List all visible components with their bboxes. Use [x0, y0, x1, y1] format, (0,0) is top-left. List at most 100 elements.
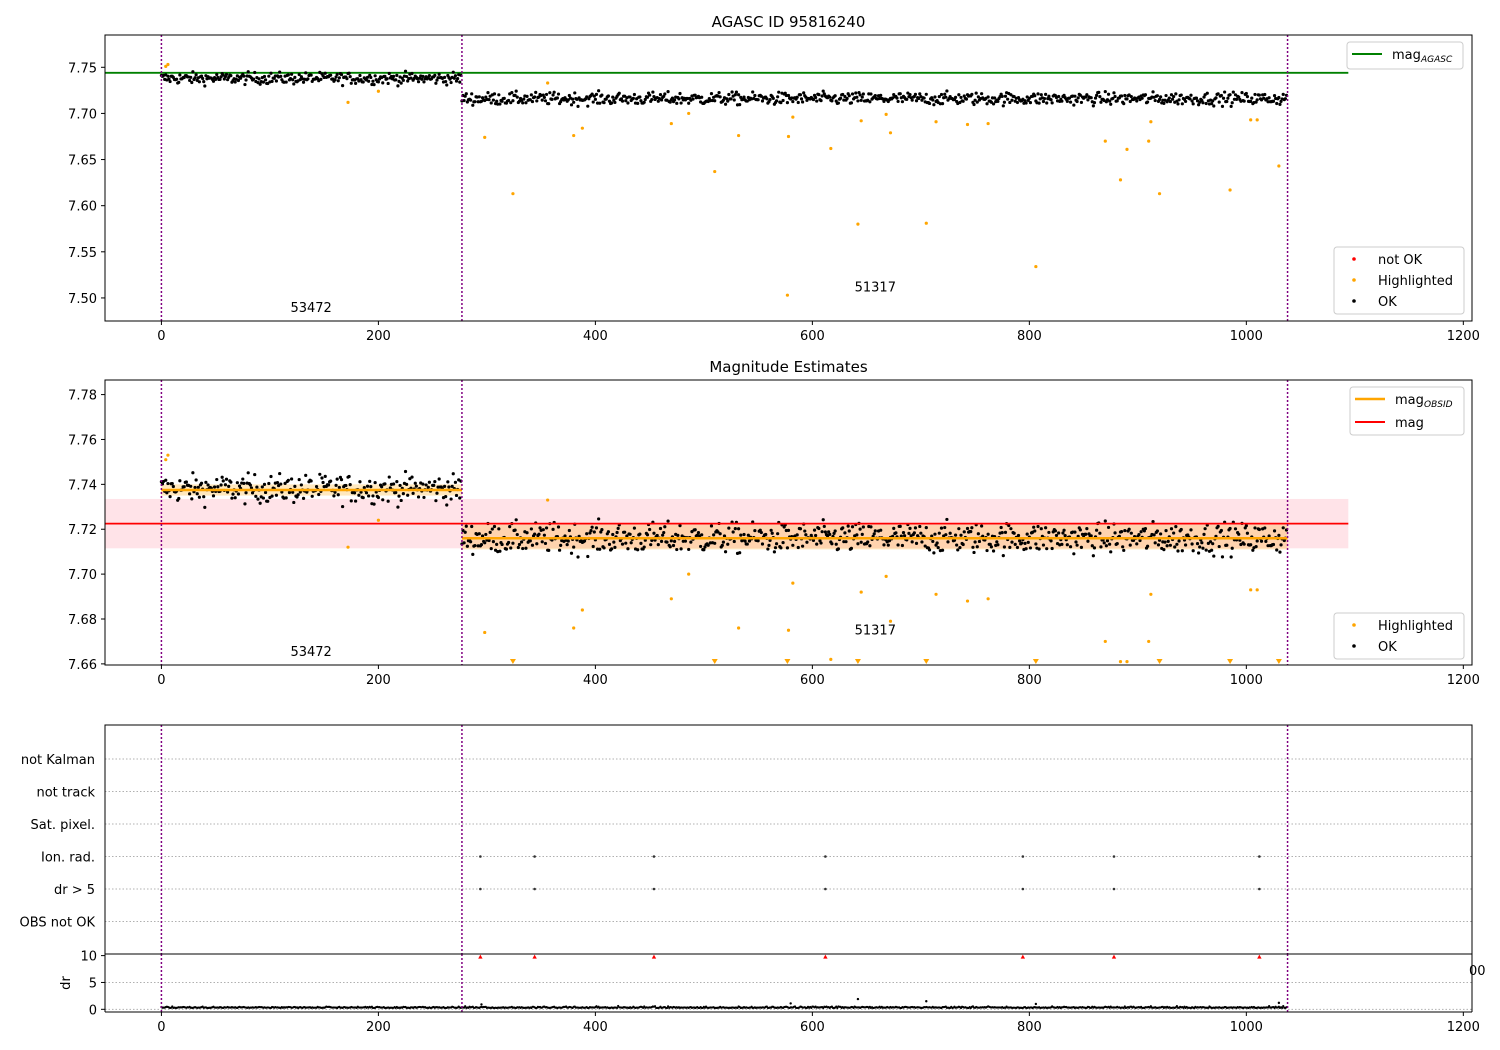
ok-point: [910, 98, 914, 102]
ok-point: [859, 540, 863, 544]
ok-point: [1278, 550, 1282, 554]
ok-point: [444, 495, 448, 499]
ok-point: [1084, 532, 1088, 536]
ok-point: [795, 95, 799, 99]
ok-point: [1194, 96, 1199, 100]
ok-point: [742, 95, 746, 99]
ok-point: [401, 492, 405, 496]
ok-point: [855, 533, 859, 537]
ok-point: [1041, 99, 1046, 104]
legend-label: OK: [1378, 295, 1397, 310]
ok-point: [567, 93, 571, 98]
ok-point: [237, 484, 242, 488]
ok-point: [611, 95, 615, 99]
ok-point: [860, 532, 864, 536]
ok-point: [488, 530, 492, 534]
ok-point: [347, 474, 351, 479]
ok-point: [293, 75, 297, 79]
ok-point: [1168, 99, 1172, 104]
y-tick-label: 7.70: [68, 568, 97, 583]
ok-point: [821, 89, 825, 93]
ok-point: [223, 483, 228, 487]
ok-point: [759, 94, 763, 98]
ok-point: [190, 497, 194, 501]
ok-point: [1231, 90, 1235, 94]
ok-point: [395, 480, 399, 484]
ok-point: [1157, 538, 1162, 542]
ok-point: [359, 490, 363, 494]
ok-point: [335, 477, 339, 481]
highlighted-point: [376, 518, 380, 522]
ok-point: [1075, 99, 1079, 104]
ok-point: [352, 491, 357, 495]
ok-point: [924, 526, 928, 530]
ok-point: [471, 103, 475, 107]
ok-point: [542, 95, 546, 100]
ok-point: [802, 91, 806, 95]
ok-point: [1254, 545, 1258, 549]
ok-point: [989, 100, 993, 104]
highlighted-point: [346, 545, 350, 549]
ok-point: [287, 490, 292, 495]
ok-point: [732, 98, 736, 102]
dr-point: [666, 1005, 670, 1008]
ok-point: [651, 90, 655, 94]
ok-point: [866, 540, 870, 544]
legend-upper: [1346, 41, 1464, 70]
ok-point: [533, 532, 537, 536]
ok-point: [1036, 524, 1040, 529]
ok-point: [416, 80, 421, 84]
ok-point: [661, 533, 665, 537]
ok-point: [297, 72, 301, 77]
ok-point: [1024, 101, 1028, 105]
ok-point: [319, 77, 323, 82]
flag-point: [533, 887, 536, 891]
ok-point: [320, 476, 324, 480]
clipped-marker: [784, 659, 791, 664]
ok-point: [1115, 99, 1119, 103]
ok-point: [1097, 90, 1101, 94]
y-tick-label: 10: [80, 950, 97, 965]
ok-point: [1281, 526, 1285, 530]
ok-point: [1067, 96, 1072, 100]
ok-point: [1095, 528, 1099, 532]
ok-point: [663, 92, 667, 96]
ok-point: [219, 75, 223, 79]
ok-point: [1223, 90, 1227, 94]
legend-dot-swatch: [1352, 299, 1356, 303]
ok-point: [702, 548, 706, 552]
ok-point: [1271, 99, 1276, 103]
ok-point: [836, 547, 841, 551]
ok-point: [1032, 525, 1036, 529]
ok-point: [1271, 542, 1276, 547]
ok-point: [1156, 543, 1161, 547]
highlighted-point: [829, 146, 833, 151]
ok-point: [591, 544, 595, 549]
ok-point: [900, 543, 905, 548]
ok-point: [541, 528, 545, 532]
ok-point: [544, 526, 549, 530]
ok-point: [339, 72, 344, 77]
ok-point: [594, 526, 599, 530]
ok-point: [638, 532, 642, 536]
ok-point: [444, 79, 448, 84]
ok-point: [164, 478, 168, 482]
ok-point: [1233, 527, 1238, 531]
ok-point: [1242, 542, 1246, 546]
ok-point: [628, 532, 632, 536]
ok-point: [786, 528, 791, 533]
flag-point: [1021, 887, 1025, 891]
ok-point: [645, 533, 650, 537]
dr-point: [1268, 1004, 1271, 1008]
ok-point: [940, 102, 945, 106]
legend-label: mag: [1395, 416, 1424, 431]
ok-point: [1090, 544, 1094, 548]
ok-point: [841, 526, 845, 530]
ok-point: [636, 101, 640, 106]
ok-point: [776, 532, 780, 536]
x-tick-label: 800: [1017, 1020, 1042, 1035]
ok-point: [1006, 97, 1010, 101]
ok-point: [699, 544, 703, 549]
ok-point: [975, 545, 979, 549]
ok-point: [309, 479, 313, 483]
